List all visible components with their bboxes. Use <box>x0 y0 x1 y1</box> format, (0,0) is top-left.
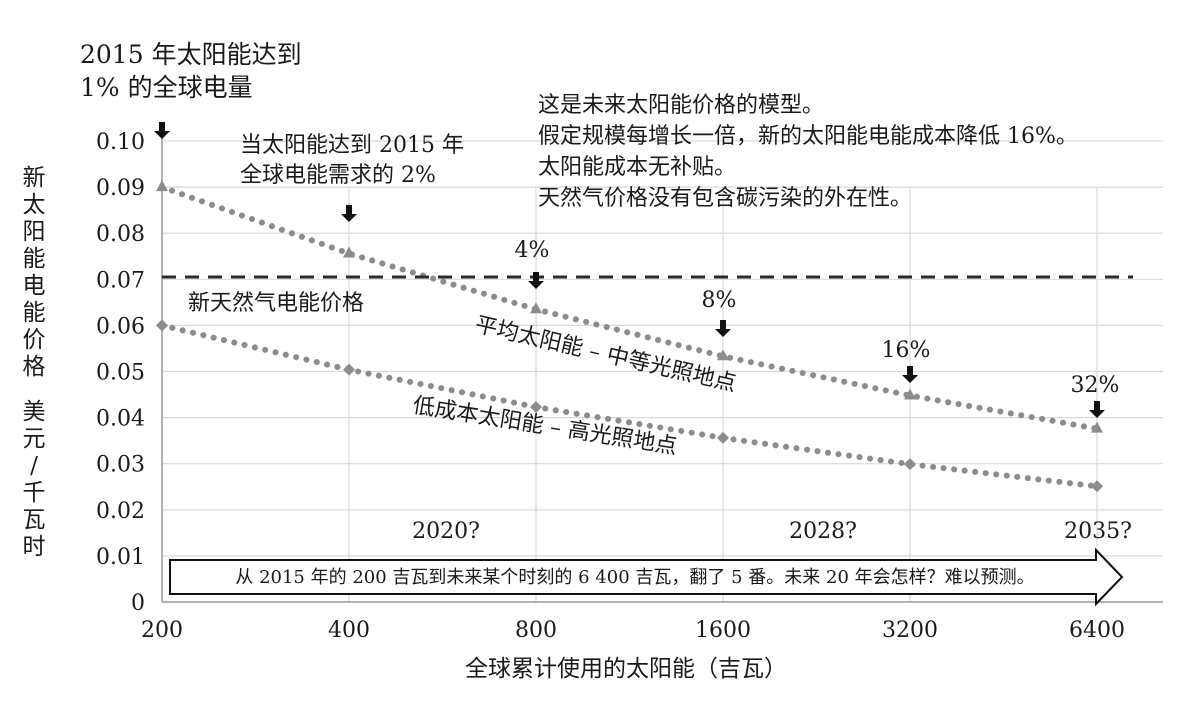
axes <box>161 137 1163 603</box>
model-note-line-4: 天然气价格没有包含碳污染的外在性。 <box>538 186 913 211</box>
doubling-arrow-shape <box>169 547 1124 607</box>
series-point-triangle <box>156 180 168 192</box>
tick-labels: 0 0.01 0.02 0.03 0.04 0.05 0.06 0.07 0.08 0.09 0.1… <box>96 130 1125 643</box>
y-axis-label-part1: 新太阳能电能价格 <box>20 165 48 381</box>
down-arrow-icon <box>154 122 170 139</box>
model-note-line-2: 假定规模每增长一倍，新的太阳能电能成本降低 16%。 <box>538 124 1078 149</box>
series-label-gas-price: 新天然气电能价格 <box>188 291 364 316</box>
year-label: 2020? <box>412 519 480 544</box>
series-point-diamond <box>904 458 916 471</box>
y-axis-label-part1-char: 格 <box>22 354 46 380</box>
series-point-triangle <box>1091 421 1103 433</box>
y-axis-label-part1-char: 能 <box>22 246 46 272</box>
x-tick-label: 6400 <box>1069 618 1125 643</box>
y-tick-label: 0 <box>131 591 145 616</box>
x-tick-label: 1600 <box>695 618 751 643</box>
x-axis-label: 全球累计使用的太阳能（吉瓦） <box>465 656 787 682</box>
y-axis-label-part2-char: 千 <box>22 480 46 506</box>
y-axis-label-part1-char: 新 <box>22 165 46 191</box>
y-tick-label: 0.03 <box>96 453 145 478</box>
y-tick-label: 0.08 <box>96 222 145 247</box>
chart-title-line-2: 1% 的全球电量 <box>80 73 253 102</box>
series-point-diamond <box>343 363 355 376</box>
percent-label: 4% <box>515 238 550 263</box>
y-axis-label-part1-char: 价 <box>22 327 46 353</box>
chart-title-line-1: 2015 年太阳能达到 <box>80 40 302 69</box>
y-axis-label-part2-char: 元 <box>22 426 46 452</box>
model-note-line-3: 太阳能成本无补贴。 <box>538 155 737 180</box>
y-axis-label-part2: 美元 / 千瓦时 <box>20 399 48 561</box>
y-axis-label: 新太阳能电能价格 美元 / 千瓦时 <box>20 165 48 561</box>
y-tick-label: 0.07 <box>96 268 145 293</box>
series-point-triangle <box>343 246 355 258</box>
series-line-1 <box>159 322 1100 490</box>
doubling-arrow-text: 从 2015 年的 200 吉瓦到未来某个时刻的 6 400 吉瓦，翻了 5 番… <box>235 567 1034 588</box>
series-point-diamond <box>530 400 542 413</box>
y-tick-label: 0.10 <box>96 130 145 155</box>
y-axis-label-part1-char: 电 <box>22 273 46 299</box>
down-arrow-icon <box>902 366 918 383</box>
down-arrow-icon <box>528 272 544 289</box>
y-axis-label-part1-char: 能 <box>22 300 46 326</box>
down-arrow-icon <box>341 205 357 222</box>
series-point-triangle <box>717 349 729 361</box>
model-note-line-1: 这是未来太阳能价格的模型。 <box>538 93 825 118</box>
series-line-0 <box>159 184 1100 432</box>
x-tick-label: 400 <box>328 618 370 643</box>
y-tick-label: 0.05 <box>96 361 145 386</box>
model-note: 这是未来太阳能价格的模型。 假定规模每增长一倍，新的太阳能电能成本降低 16%。… <box>538 90 1078 214</box>
down-arrow-icon <box>1089 401 1105 418</box>
percent-label: 16% <box>882 338 931 363</box>
percent-label: 32% <box>1071 373 1120 398</box>
series-point-diamond <box>1091 480 1103 493</box>
series-point-diamond <box>156 319 168 332</box>
y-tick-label: 0.01 <box>96 545 145 570</box>
x-tick-label: 3200 <box>882 618 938 643</box>
y-tick-label: 0.06 <box>96 314 145 339</box>
year-label: 2035? <box>1064 519 1132 544</box>
y-axis-label-part2-char: 时 <box>22 534 46 560</box>
y-axis-label-part2-char: / <box>30 453 38 479</box>
x-tick-label: 800 <box>515 618 557 643</box>
milestone-2pct-note: 当太阳能达到 2015 年 全球电能需求的 2% <box>240 131 464 191</box>
y-axis-label-part2-char: 瓦 <box>22 507 46 533</box>
milestone-2pct-line-2: 全球电能需求的 2% <box>240 163 436 188</box>
series-point-triangle <box>904 388 916 400</box>
y-tick-label: 0.09 <box>96 176 145 201</box>
y-tick-label: 0.04 <box>96 407 145 432</box>
y-axis-label-part1-char: 太 <box>22 192 46 218</box>
chart-title: 2015 年太阳能达到 1% 的全球电量 <box>80 38 302 104</box>
percent-label: 8% <box>702 288 737 313</box>
doubling-arrow: 2020? 2028? 2035? 从 2015 年的 200 吉瓦到未来某个时刻的 … <box>169 519 1132 607</box>
series-point-triangle <box>530 302 542 314</box>
down-arrow-icon <box>715 320 731 337</box>
milestone-arrows: 4% 8% 16% 32% <box>154 122 1119 418</box>
x-tick-label: 200 <box>141 618 183 643</box>
y-axis-label-part1-char: 阳 <box>22 219 46 245</box>
y-tick-label: 0.02 <box>96 499 145 524</box>
year-label: 2028? <box>789 519 857 544</box>
y-axis-label-part2-char: 美 <box>22 399 46 425</box>
milestone-2pct-line-1: 当太阳能达到 2015 年 <box>240 133 464 158</box>
series-point-diamond <box>717 431 729 444</box>
